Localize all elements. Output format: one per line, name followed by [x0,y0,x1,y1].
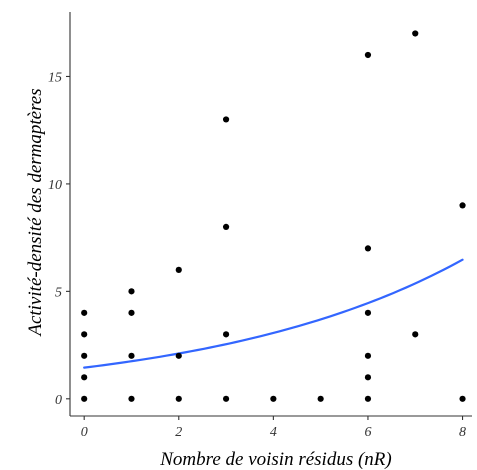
data-point [175,395,182,402]
data-point [81,331,88,338]
data-point [364,352,372,359]
data-point [81,352,88,359]
y-axis-title: Activité-densité des dermaptères [25,88,46,337]
x-tick-label: 0 [81,425,88,440]
data-point [412,331,419,338]
data-point [175,266,182,273]
data-point [128,288,135,295]
data-point [364,374,372,381]
y-tick-label: 0 [55,393,62,408]
axis-ticks: 0 2 4 6 8 0 5 10 15 [48,70,466,440]
data-point [222,331,230,338]
data-point [128,395,135,402]
y-tick-label: 15 [48,70,62,85]
x-tick-label: 8 [459,425,466,440]
x-tick-label: 4 [270,425,277,440]
data-point [222,223,230,230]
data-point [364,245,372,252]
data-point [364,51,372,59]
data-point [459,202,466,209]
data-point [81,374,88,381]
data-point [222,116,230,123]
data-point [128,309,135,316]
data-point [175,352,182,359]
data-point [364,395,372,402]
trend-line [83,258,464,369]
data-point [270,395,277,402]
x-tick-label: 6 [364,425,371,440]
data-point [81,309,88,316]
y-tick-label: 5 [55,285,62,300]
data-point [412,30,419,37]
data-point [81,395,88,402]
y-tick-label: 10 [48,178,62,193]
data-point [317,395,324,402]
trend-layer [83,258,464,369]
data-points [81,30,466,402]
data-point [128,352,135,359]
data-point [459,395,466,402]
x-axis-title: Nombre de voisin résidus (nR) [159,449,392,470]
data-point [222,395,230,402]
data-point [364,309,372,316]
x-tick-label: 2 [175,425,182,440]
